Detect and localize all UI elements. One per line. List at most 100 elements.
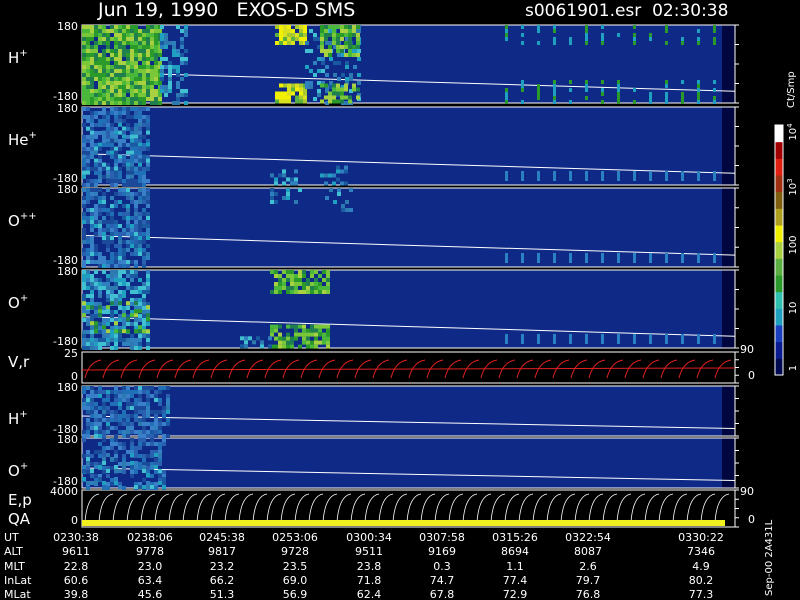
spectro-cell <box>94 65 98 69</box>
spectro-cell <box>150 45 154 49</box>
spectro-cell <box>138 151 142 155</box>
spectro-cell <box>146 37 150 41</box>
spectro-cell <box>102 97 106 101</box>
spectro-cell <box>130 453 134 457</box>
colorbar-frame <box>774 124 784 376</box>
spectro-cell <box>98 430 102 434</box>
spectro-cell <box>114 278 118 282</box>
spectro-cell <box>102 236 106 240</box>
spectro-cell <box>138 101 142 105</box>
spectro-cell <box>314 278 318 282</box>
spectro-cell <box>324 173 328 178</box>
spectro-cell <box>122 89 126 93</box>
spectro-cell <box>146 454 150 458</box>
spectro-cell <box>86 147 90 151</box>
spectro-cell <box>294 324 298 329</box>
spectro-cell <box>118 85 122 89</box>
spectro-cell <box>106 33 110 37</box>
spectro-cell <box>126 274 130 278</box>
tick-label: -180 <box>53 172 78 185</box>
table-cell: 0.3 <box>433 560 451 573</box>
spectro-cell <box>118 107 122 111</box>
spectro-cell <box>102 162 106 167</box>
spectro-cell <box>617 84 620 88</box>
spectro-cell <box>110 278 114 282</box>
spectro-cell <box>286 270 290 274</box>
spectro-cell <box>130 260 134 264</box>
spectro-cell <box>299 29 303 33</box>
spectro-cell <box>118 462 122 466</box>
spectro-cell <box>106 310 110 314</box>
spectro-cell <box>86 115 90 119</box>
spectro-cell <box>130 278 134 282</box>
spectro-cell <box>126 390 130 394</box>
spectro-cell <box>275 99 279 104</box>
spectro-cell <box>332 181 336 186</box>
spectro-cell <box>585 96 588 100</box>
energy-trace <box>630 493 646 523</box>
spectro-cell <box>278 290 282 294</box>
table-cell: 1.1 <box>506 560 524 573</box>
energy-trace <box>686 493 702 523</box>
spectro-cell <box>142 418 146 422</box>
spectro-cell <box>329 41 333 45</box>
spectro-cell <box>305 85 309 89</box>
spectro-cell <box>168 85 172 89</box>
spectro-cell <box>649 171 652 181</box>
spectro-cell <box>134 301 138 306</box>
spectro-cell <box>134 111 138 115</box>
spectro-cell <box>164 93 168 97</box>
spectro-cell <box>134 107 138 111</box>
spectro-cell <box>164 57 168 61</box>
spectro-cell <box>287 83 291 88</box>
spectro-cell <box>114 442 118 446</box>
spectro-cell <box>146 142 150 147</box>
spectro-cell <box>180 77 184 81</box>
spectro-cell <box>617 33 620 37</box>
spectro-cell <box>102 53 106 57</box>
spectro-cell <box>126 73 130 77</box>
spectro-cell <box>90 302 94 306</box>
spectro-cell <box>138 244 142 248</box>
spectro-cell <box>310 328 314 333</box>
spectro-cell <box>521 25 524 29</box>
spectro-cell <box>94 41 98 45</box>
spectro-cell <box>617 88 620 92</box>
spectro-cell <box>98 465 102 469</box>
spectro-cell <box>102 119 106 123</box>
spectro-cell <box>118 260 122 264</box>
spectro-cell <box>126 97 130 101</box>
spectro-cell <box>106 119 110 123</box>
spectro-cell <box>114 465 118 469</box>
spectro-cell <box>134 159 138 163</box>
spectro-cell <box>146 442 150 446</box>
spectro-cell <box>102 196 106 200</box>
spectro-cell <box>118 422 122 426</box>
spectro-cell <box>142 154 146 159</box>
spectro-cell <box>146 286 150 290</box>
spectro-cell <box>291 91 295 96</box>
spectro-cell <box>134 69 138 73</box>
spectro-cell <box>314 270 318 274</box>
spectro-cell <box>94 481 98 485</box>
spectro-cell <box>122 240 126 244</box>
panel <box>82 352 722 383</box>
spectro-cell <box>138 175 142 179</box>
spectro-cell <box>94 179 98 183</box>
spectro-cell <box>122 81 126 85</box>
spectro-cell <box>94 342 98 346</box>
spectro-cell <box>118 188 122 192</box>
spectro-cell <box>110 426 114 430</box>
spectro-cell <box>154 45 158 49</box>
energy-trace <box>518 493 534 523</box>
spectro-cell <box>585 41 588 45</box>
spectro-cell <box>94 462 98 466</box>
spectro-cell <box>118 130 122 135</box>
spectro-cell <box>106 85 110 89</box>
qa-bar <box>82 520 725 526</box>
spectro-cell <box>118 212 122 216</box>
spectro-cell <box>110 330 114 334</box>
spectro-cell <box>94 224 98 228</box>
spectro-cell <box>142 167 146 171</box>
spectro-cell <box>138 394 142 398</box>
